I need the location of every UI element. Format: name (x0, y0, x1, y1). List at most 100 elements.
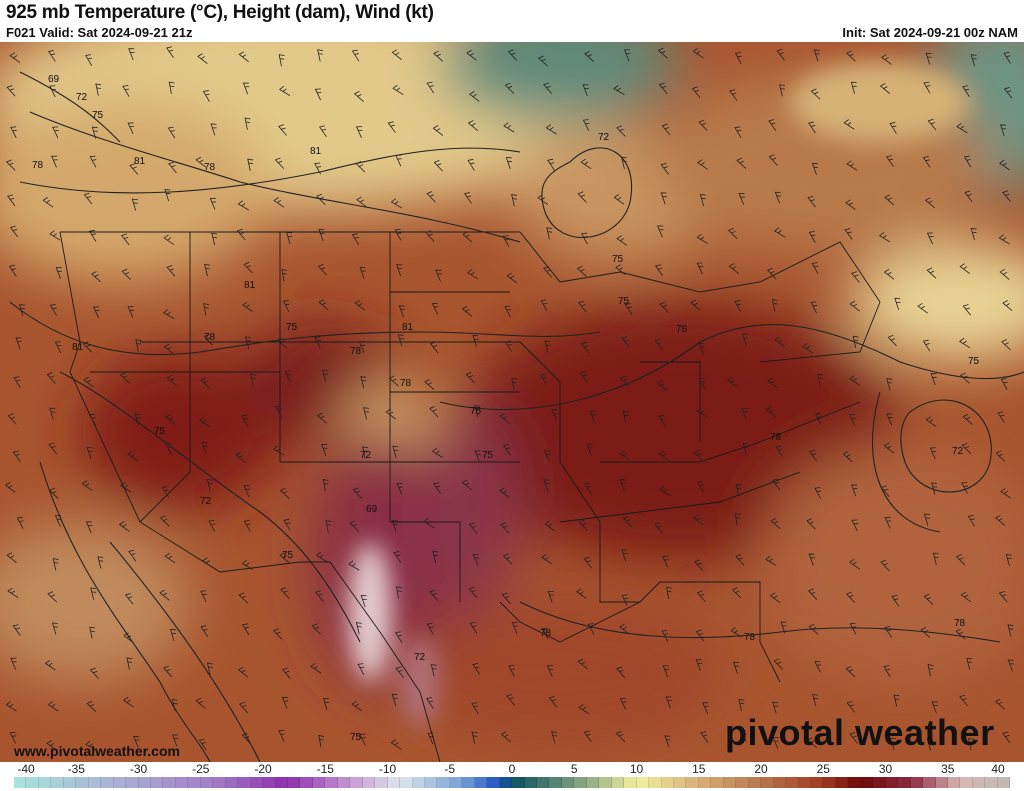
wind-barb (385, 408, 396, 420)
wind-barb (387, 121, 396, 133)
colorbar-tick-label: -5 (444, 762, 456, 776)
wind-barb (583, 556, 592, 569)
wind-barb (9, 52, 21, 63)
wind-barb (659, 485, 671, 496)
wind-barb (889, 122, 897, 134)
wind-barb (89, 626, 96, 639)
wind-barb (931, 482, 938, 495)
wind-barb (241, 414, 249, 427)
wind-barb (502, 553, 513, 565)
wind-barb (274, 405, 283, 418)
wind-barb (731, 587, 742, 599)
wind-barb (654, 522, 663, 534)
wind-barb (842, 451, 853, 463)
wind-barb (774, 191, 782, 204)
contour-label: 75 (470, 406, 482, 417)
wind-barb (619, 623, 630, 635)
wind-barb (206, 662, 213, 675)
colorbar-tick-label: 15 (692, 762, 706, 776)
wind-barb (86, 447, 93, 459)
colorbar-cell (325, 777, 338, 788)
wind-barb (168, 81, 175, 94)
wind-barb (702, 702, 709, 715)
wind-barb (7, 587, 19, 598)
wind-barb (579, 371, 588, 383)
weather-map[interactable]: 69 72 75 78 81 78 81 72 81 81 75 78 81 7… (0, 42, 1024, 762)
wind-barb (317, 263, 327, 276)
wind-barb (1002, 731, 1011, 744)
wind-barb (624, 303, 633, 315)
wind-barb (198, 738, 207, 751)
colorbar-cell (238, 777, 251, 788)
wind-barb (122, 696, 134, 708)
wind-barb (126, 657, 133, 670)
wind-barb (90, 587, 97, 600)
wind-barb (808, 553, 815, 566)
colorbar-ticks: -40 -35 -30 -25 -20 -15 -10 -5 0 5 10 15 20 25 30 35 40 (0, 762, 1024, 776)
colorbar-cell (150, 777, 164, 788)
wind-barb (846, 160, 858, 171)
wind-barb (738, 193, 745, 205)
wind-barb (812, 694, 819, 707)
wind-barb (659, 301, 669, 313)
wind-barb (85, 521, 93, 534)
wind-barb (12, 450, 21, 463)
wind-barb (736, 157, 747, 169)
map-title: 925 mb Temperature (°C), Height (dam), W… (6, 2, 434, 23)
wind-barb (851, 271, 860, 283)
wind-barb (546, 227, 553, 240)
wind-barb (325, 520, 332, 533)
wind-barb (551, 731, 558, 744)
contour-label: 78 (744, 632, 756, 643)
wind-barb (199, 417, 211, 428)
wind-barb (505, 157, 512, 170)
wind-barb (276, 337, 287, 349)
wind-barb (810, 301, 818, 314)
wind-barb (316, 412, 327, 424)
wind-barb (726, 376, 738, 388)
wind-barb (615, 730, 626, 743)
colorbar-cell (599, 777, 612, 788)
wind-barb (471, 702, 479, 714)
height-contours (9, 71, 1024, 762)
wind-barb (807, 588, 818, 600)
wind-barb (129, 163, 139, 175)
colorbar-cell (250, 777, 264, 788)
wind-barb (357, 663, 365, 675)
wind-barb (926, 738, 933, 751)
wind-barb (849, 414, 856, 426)
colorbar-cell (26, 777, 39, 788)
wind-barb (664, 735, 671, 748)
wind-barb (845, 591, 856, 603)
wind-barb (396, 483, 403, 495)
wind-barb (430, 664, 437, 677)
wind-barb (204, 263, 211, 277)
wind-barb (967, 515, 976, 527)
wind-barb (883, 442, 895, 454)
wind-barb (318, 229, 325, 241)
wind-barb (802, 343, 814, 354)
colorbar-cell (935, 777, 948, 788)
wind-barb (959, 337, 971, 349)
wind-barb (811, 262, 819, 274)
wind-barb (772, 736, 779, 749)
wind-barb (693, 450, 704, 462)
colorbar-cell (736, 777, 749, 788)
wind-barb (998, 591, 1008, 603)
wind-barb (88, 413, 97, 426)
wind-barb (391, 49, 402, 61)
contour-label: 81 (402, 322, 414, 333)
contour-label: 75 (968, 356, 980, 367)
wind-barb (432, 125, 444, 136)
wind-barb (735, 483, 742, 497)
wind-barb (961, 481, 969, 494)
wind-barb (317, 49, 324, 62)
wind-barb (543, 266, 552, 278)
wind-barb (771, 299, 778, 312)
wind-barb (852, 335, 859, 349)
wind-barb (780, 621, 787, 634)
colorbar-cell (51, 777, 64, 788)
wind-barb (540, 299, 548, 312)
wind-barb (163, 234, 175, 245)
colorbar-cell (188, 777, 201, 788)
